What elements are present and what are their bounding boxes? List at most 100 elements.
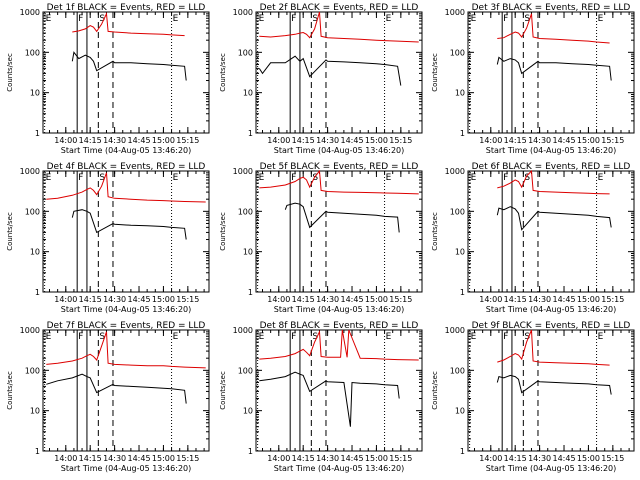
event-marker-label: S [99,173,105,183]
y-tick-label: 1000 [20,167,40,176]
event-marker-label: E [471,14,477,24]
event-marker-label: S [524,14,530,24]
chart-title: Det 3f BLACK = Events, RED = LLD [472,3,631,13]
y-tick-label: 10 [30,89,40,98]
event-marker-label: F [291,173,296,183]
x-tick-label: 15:00 [152,295,175,304]
x-tick-label: 14:15 [292,454,315,463]
y-axis-label: Counts/sec [219,53,227,92]
y-axis-label: Counts/sec [431,212,439,251]
y-tick-label: 100 [25,366,40,375]
y-axis-label: Counts/sec [6,371,14,410]
x-tick-label: 14:15 [79,454,102,463]
y-tick-label: 10 [243,248,253,257]
x-tick-label: 15:15 [601,295,624,304]
series-line-events [284,202,400,233]
x-tick-label: 14:15 [504,136,527,145]
x-tick-label: 15:00 [152,454,175,463]
y-tick-label: 1000 [233,326,253,335]
chart-panel-4: Det 4f BLACK = Events, RED = LLD 1 10 100 10… [6,162,210,314]
y-tick-label: 1000 [20,326,40,335]
event-marker-label: E [598,332,604,342]
x-tick-label: 14:45 [552,136,575,145]
event-marker-label: E [598,14,604,24]
chart-panel-9: Det 9f BLACK = Events, RED = LLD 1 10 100 10… [431,321,635,473]
series-line-events [46,373,187,404]
x-tick-label: 15:00 [365,295,388,304]
event-marker-label: E [386,173,392,183]
x-tick-label: 14:15 [79,136,102,145]
y-tick-label: 100 [450,207,465,216]
chart-title: Det 7f BLACK = Events, RED = LLD [47,321,206,331]
x-tick-label: 15:00 [577,454,600,463]
y-tick-label: 10 [455,407,465,416]
y-tick-label: 1 [35,288,40,297]
y-tick-label: 100 [25,48,40,57]
y-axis-label: Counts/sec [6,53,14,92]
y-tick-label: 1000 [233,167,253,176]
x-axis-label: Start Time (04-Aug-05 13:46:20) [61,305,192,314]
y-axis-label: Counts/sec [6,212,14,251]
chart-title: Det 5f BLACK = Events, RED = LLD [260,162,419,172]
plot-frame [255,329,423,452]
event-marker-label: F [78,14,83,24]
series-line-events [258,55,402,86]
x-tick-label: 14:45 [127,136,150,145]
x-tick-label: 14:30 [103,295,126,304]
y-axis-label: Counts/sec [219,371,227,410]
x-tick-label: 14:15 [504,454,527,463]
event-marker-label: E [471,332,477,342]
chart-title: Det 8f BLACK = Events, RED = LLD [260,321,419,331]
series-line-lld [72,11,185,37]
x-axis-label: Start Time (04-Aug-05 13:46:20) [61,464,192,473]
x-tick-label: 15:15 [389,454,412,463]
x-tick-label: 14:30 [528,454,551,463]
chart-panel-5: Det 5f BLACK = Events, RED = LLD 1 10 100 10… [219,162,423,314]
x-tick-label: 15:15 [389,136,412,145]
x-tick-label: 14:00 [54,295,77,304]
x-axis-label: Start Time (04-Aug-05 13:46:20) [274,305,405,314]
plot-frame [467,11,635,134]
x-tick-label: 14:30 [103,136,126,145]
x-tick-label: 14:30 [316,136,339,145]
x-tick-label: 15:15 [176,295,199,304]
event-marker-label: E [46,173,52,183]
plot-frame [42,170,210,293]
event-marker-label: F [503,14,508,24]
x-tick-label: 14:45 [552,295,575,304]
x-tick-label: 15:15 [601,136,624,145]
event-marker-label: F [78,173,83,183]
y-tick-label: 100 [25,207,40,216]
y-tick-label: 1 [248,129,253,138]
event-marker-label: E [259,14,265,24]
event-marker-label: E [46,332,52,342]
x-axis-label: Start Time (04-Aug-05 13:46:20) [486,146,617,155]
y-tick-label: 1000 [445,8,465,17]
y-tick-label: 100 [238,207,253,216]
chart-panel-3: Det 3f BLACK = Events, RED = LLD 1 10 100 10… [431,3,635,155]
series-line-events [71,51,187,81]
series-line-events [496,56,612,81]
x-tick-label: 15:00 [365,136,388,145]
chart-title: Det 6f BLACK = Events, RED = LLD [472,162,631,172]
x-tick-label: 14:30 [528,295,551,304]
series-line-lld [497,329,610,366]
event-marker-label: F [78,332,83,342]
x-axis-label: Start Time (04-Aug-05 13:46:20) [274,146,405,155]
x-tick-label: 15:15 [389,295,412,304]
y-tick-label: 1000 [445,167,465,176]
event-marker-label: E [259,332,265,342]
x-tick-label: 14:30 [316,454,339,463]
y-tick-label: 1000 [20,8,40,17]
chart-panel-6: Det 6f BLACK = Events, RED = LLD 1 10 100 10… [431,162,635,314]
x-tick-label: 14:30 [103,454,126,463]
x-tick-label: 14:30 [528,136,551,145]
x-tick-label: 14:45 [127,295,150,304]
event-marker-label: S [99,332,105,342]
series-line-lld [497,13,610,44]
y-tick-label: 1 [460,447,465,456]
x-tick-label: 14:45 [340,295,363,304]
x-tick-label: 14:00 [267,295,290,304]
event-marker-label: E [259,173,265,183]
